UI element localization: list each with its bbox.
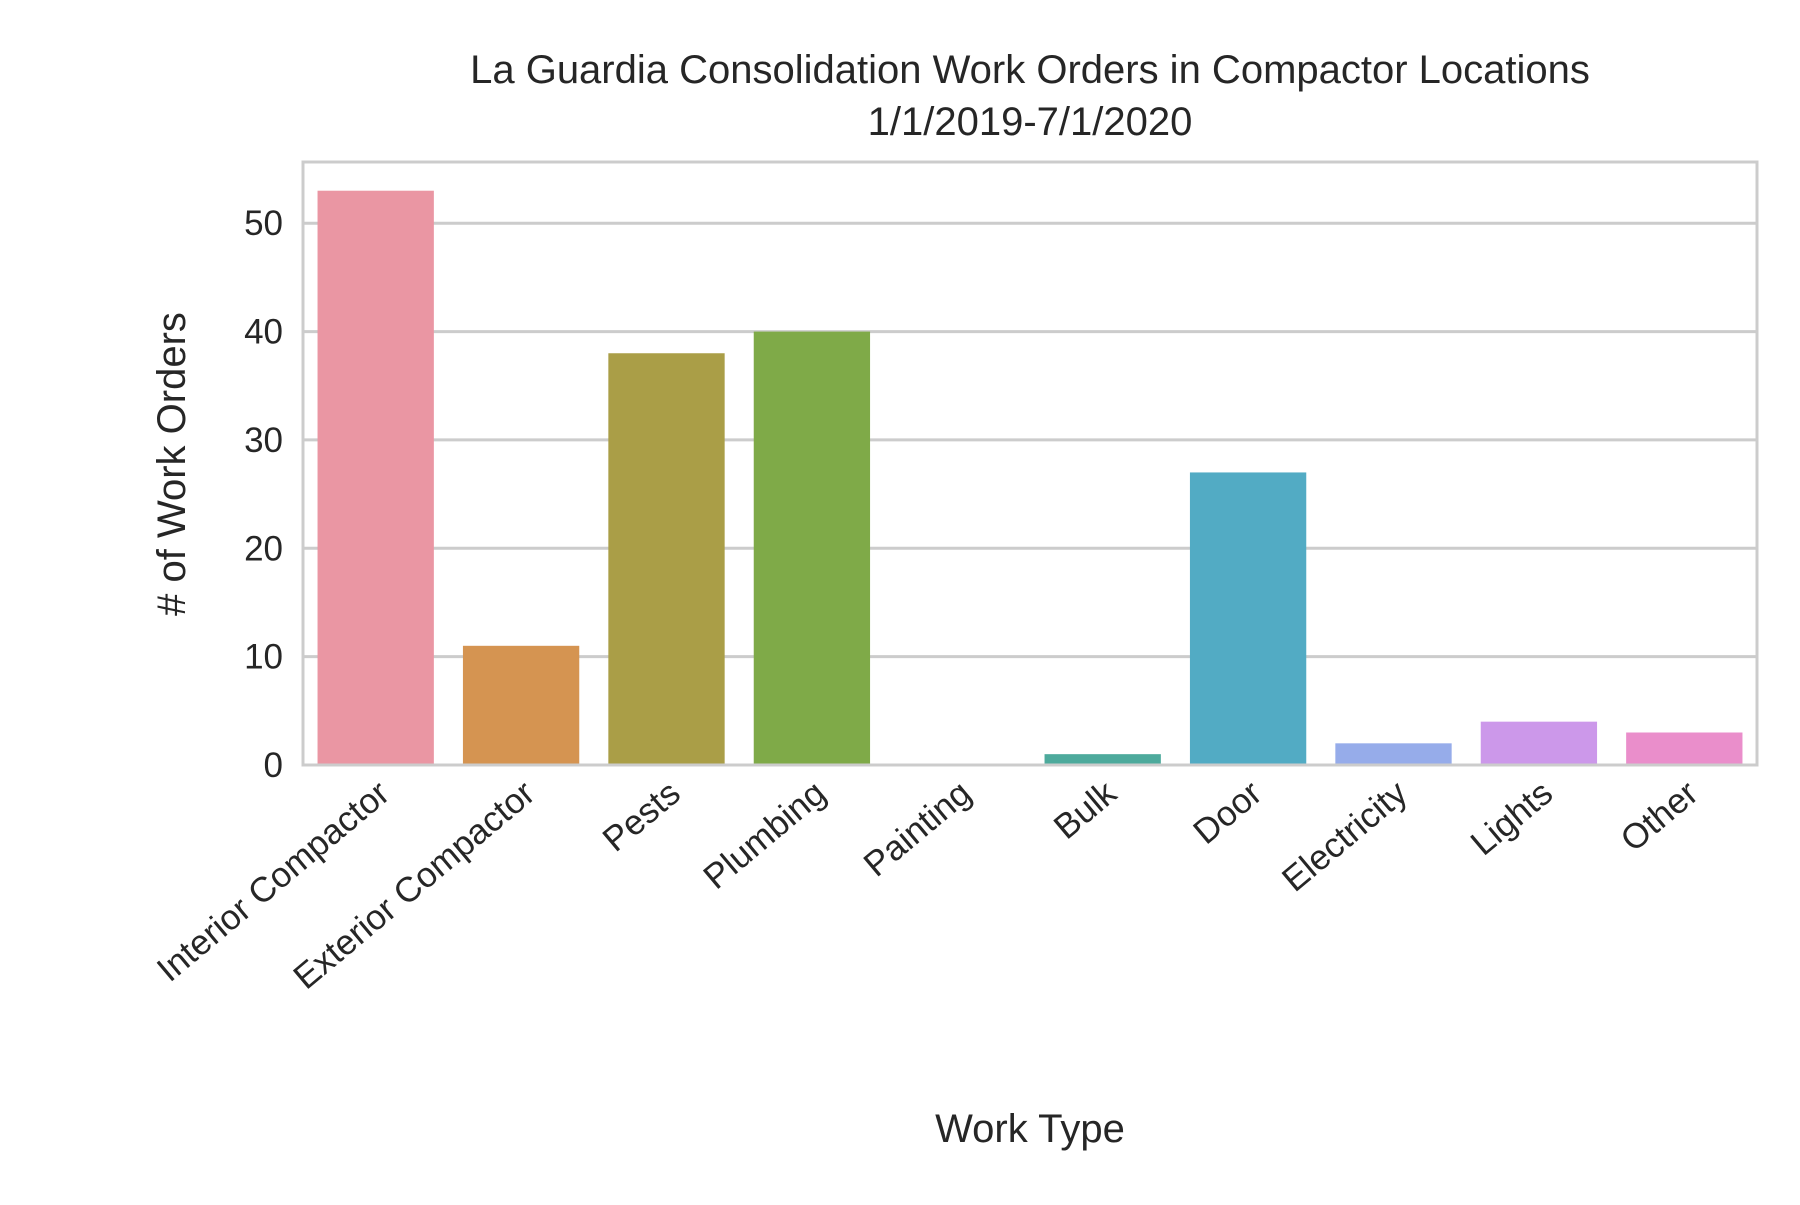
bar-bulk bbox=[1044, 754, 1161, 765]
y-tick-label: 0 bbox=[264, 746, 283, 785]
y-tick-label: 50 bbox=[244, 204, 283, 243]
chart-subtitle: 1/1/2019-7/1/2020 bbox=[868, 100, 1193, 144]
chart-title: La Guardia Consolidation Work Orders in … bbox=[470, 48, 1590, 92]
bar-exterior-compactor bbox=[462, 645, 580, 765]
y-tick-label: 40 bbox=[244, 313, 283, 352]
bars bbox=[317, 190, 1743, 765]
y-tick-labels: 0 10 20 30 40 50 bbox=[244, 204, 283, 785]
bar-interior-compactor bbox=[317, 190, 434, 765]
bar-other bbox=[1626, 732, 1743, 765]
y-tick-label: 30 bbox=[244, 421, 283, 460]
y-tick-label: 10 bbox=[244, 638, 283, 677]
y-axis-label: # of Work Orders bbox=[150, 312, 194, 616]
y-tick-label: 20 bbox=[244, 529, 283, 568]
bar-plumbing bbox=[753, 331, 871, 765]
bar-lights bbox=[1480, 721, 1598, 765]
bar-pests bbox=[608, 353, 725, 765]
bar-door bbox=[1189, 472, 1307, 765]
x-axis-label: Work Type bbox=[935, 1107, 1125, 1151]
bar-electricity bbox=[1335, 743, 1452, 765]
plot-frame bbox=[301, 160, 1759, 767]
